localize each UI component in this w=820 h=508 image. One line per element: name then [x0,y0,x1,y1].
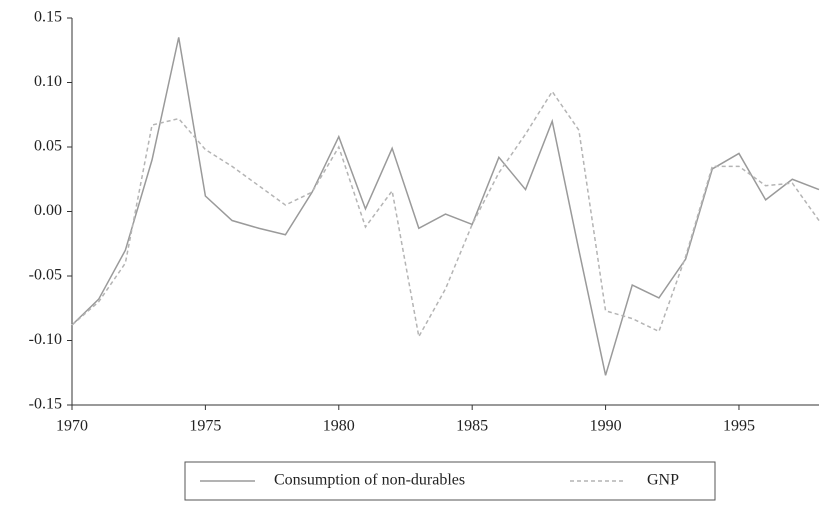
legend-label: Consumption of non-durables [274,472,465,489]
x-tick-label: 1980 [323,418,355,435]
y-tick-label: 0.15 [34,9,62,26]
x-tick-label: 1985 [456,418,488,435]
x-tick-label: 1970 [56,418,88,435]
y-tick-label: 0.00 [34,202,62,219]
x-tick-label: 1975 [189,418,221,435]
legend: Consumption of non-durables GNP [184,461,716,501]
y-tick-label: 0.10 [34,73,62,90]
y-tick-label: 0.05 [34,138,62,155]
series-line [71,37,820,376]
legend-box [184,461,716,501]
y-tick-label: -0.10 [29,331,62,348]
y-tick-label: -0.15 [29,396,62,413]
legend-label: GNP [647,472,679,489]
x-tick-label: 1995 [723,418,755,435]
x-tick-label: 1990 [590,418,622,435]
y-tick-label: -0.05 [29,267,62,284]
